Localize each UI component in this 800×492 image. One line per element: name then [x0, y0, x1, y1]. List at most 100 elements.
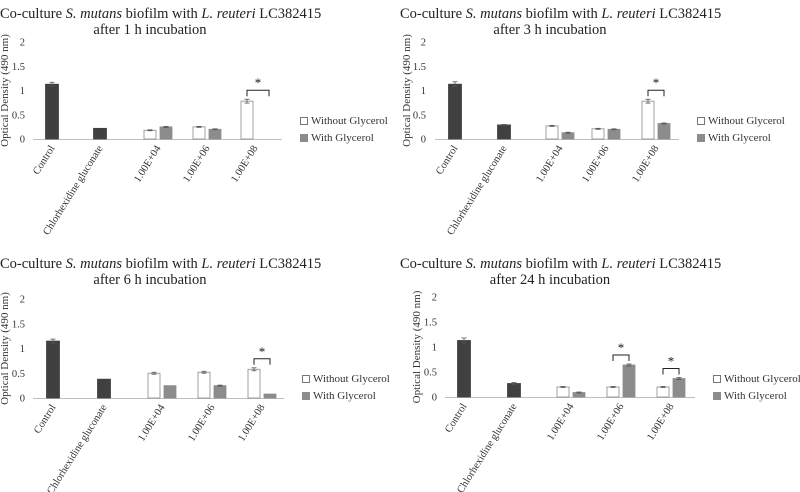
bar-without-glycerol-1-00e-08 [240, 100, 254, 140]
x-tick-label: Control [31, 144, 57, 177]
chart-subtitle: after 24 h incubation [489, 272, 611, 288]
chart-plot: Optical Density (490 nm) 0 0.5 1 1.5 2 * Contro… [0, 292, 284, 492]
y-tick-label: 2 [20, 295, 25, 306]
error-bar [565, 131, 571, 134]
bar-with-glycerol-1-00e-06 [622, 364, 636, 398]
bar-without-glycerol-1-00e-08 [247, 368, 261, 399]
y-tick-label: 1.5 [12, 62, 25, 73]
error-bar [251, 367, 257, 372]
bar-with-glycerol-1-00e-06 [213, 385, 227, 399]
x-tick-label: 1.00E+08 [229, 144, 260, 185]
y-axis-label: Optical Density (490 nm) [411, 290, 423, 403]
chart-title: Co-culture S. mutans biofilm with L. reu… [400, 6, 722, 38]
x-tick-label: Chlorhexidine gluconate [455, 401, 519, 492]
chart-title: Co-culture S. mutans biofilm with L. reu… [0, 256, 322, 288]
x-tick-label: 1.00E+06 [186, 403, 217, 444]
bar-without-glycerol-1-00e-08 [641, 100, 655, 140]
y-axis-label: Optical Density (490 nm) [0, 292, 11, 405]
y-tick-label: 1 [432, 343, 437, 354]
x-tick-label: 1.00E+08 [236, 403, 267, 444]
x-tick-label: 1.00E+06 [595, 402, 626, 443]
chart-subtitle: after 3 h incubation [493, 22, 607, 38]
chart-plot: Optical Density (490 nm) 0 0.5 1 1.5 2 * * Contr… [411, 290, 695, 492]
bar-with-glycerol-1-00e-04 [561, 132, 575, 140]
legend-item-without-glycerol: Without Glycerol [302, 370, 390, 387]
bar-with-glycerol-1-00e-04 [163, 385, 177, 399]
legend-item-without-glycerol: Without Glycerol [300, 112, 388, 129]
error-bar [217, 384, 223, 387]
error-bar [461, 337, 467, 344]
y-tick-label: 0.5 [12, 110, 25, 121]
bar-single-chlorhexidine-gluconate [97, 378, 111, 399]
significance-bracket [612, 354, 630, 361]
x-tick-label: 1.00E+08 [630, 144, 661, 185]
x-tick-label: Control [32, 403, 58, 436]
error-bar [196, 125, 202, 128]
y-tick-label: 0.5 [424, 368, 437, 379]
legend-swatch-with-glycerol [713, 391, 721, 400]
bar-without-glycerol-1-00e-04 [545, 125, 559, 140]
y-tick-label: 0.5 [12, 369, 25, 380]
bar-with-glycerol-1-00e-06 [208, 128, 222, 140]
chart-plot: Optical Density (490 nm) 0 0.5 1 1.5 2 * Contro… [0, 34, 282, 237]
error-bar [576, 391, 582, 394]
y-tick-label: 1 [20, 344, 25, 355]
significance-bracket [662, 368, 680, 375]
bar-single-chlorhexidine-gluconate [497, 124, 511, 140]
chart-subtitle: after 6 h incubation [93, 272, 207, 288]
y-tick-label: 0 [20, 394, 25, 405]
bar-with-glycerol-1-00e-08 [263, 393, 277, 399]
chart-panel-6h: Co-culture S. mutans biofilm with L. reu… [0, 246, 400, 492]
bar-single-control [45, 83, 59, 140]
y-tick-label: 0 [20, 135, 25, 146]
x-tick-label: 1.00E+04 [534, 143, 566, 184]
bar-without-glycerol-1-00e-04 [147, 372, 161, 399]
x-tick-label: 1.00E+04 [545, 401, 577, 442]
y-tick-label: 1 [421, 86, 426, 97]
legend-item-with-glycerol: With Glycerol [713, 387, 800, 404]
legend: Without Glycerol With Glycerol [300, 112, 388, 146]
significance-label: * [653, 75, 660, 90]
x-tick-label: 1.00E+04 [132, 143, 164, 184]
error-bar [560, 386, 566, 388]
x-tick-label: 1.00E+08 [645, 402, 676, 443]
error-bar [511, 382, 517, 385]
chart-panel-24h: Co-culture S. mutans biofilm with L. reu… [400, 246, 800, 492]
x-tick-label: 1.00E+04 [136, 402, 168, 443]
error-bar [676, 377, 682, 380]
significance-label: * [259, 344, 266, 359]
x-tick-label: Chlorhexidine gluconate [45, 402, 109, 492]
bar-without-glycerol-1-00e-04 [556, 386, 570, 398]
y-tick-label: 2 [421, 38, 426, 49]
legend-item-with-glycerol: With Glycerol [302, 387, 390, 404]
error-bar [626, 363, 632, 367]
bar-single-chlorhexidine-gluconate [93, 127, 107, 140]
legend-swatch-with-glycerol [300, 133, 308, 142]
error-bar [147, 129, 153, 132]
legend: Without Glycerol With Glycerol [713, 370, 800, 404]
chart-title: Co-culture S. mutans biofilm with L. reu… [400, 256, 722, 288]
error-bar [244, 98, 250, 104]
error-bar [49, 81, 55, 87]
legend-swatch-with-glycerol [302, 391, 310, 400]
legend: Without Glycerol With Glycerol [302, 370, 390, 404]
legend-item-with-glycerol: With Glycerol [697, 129, 785, 146]
y-tick-label: 1.5 [413, 62, 426, 73]
y-tick-label: 1 [20, 86, 25, 97]
legend-item-with-glycerol: With Glycerol [300, 129, 388, 146]
error-bar [595, 127, 601, 130]
bar-without-glycerol-1-00e-08 [656, 386, 670, 398]
error-bar [201, 370, 207, 374]
bar-single-chlorhexidine-gluconate [507, 383, 521, 398]
y-tick-label: 0 [421, 135, 426, 146]
significance-label: * [668, 354, 675, 369]
x-tick-label: 1.00E+06 [580, 144, 611, 185]
bar-without-glycerol-1-00e-04 [143, 129, 157, 140]
error-bar [50, 338, 56, 344]
significance-bracket [647, 89, 665, 97]
significance-label: * [618, 340, 625, 355]
y-tick-label: 2 [432, 293, 437, 304]
legend-swatch-with-glycerol [697, 133, 705, 142]
bar-with-glycerol-1-00e-08 [672, 378, 686, 398]
